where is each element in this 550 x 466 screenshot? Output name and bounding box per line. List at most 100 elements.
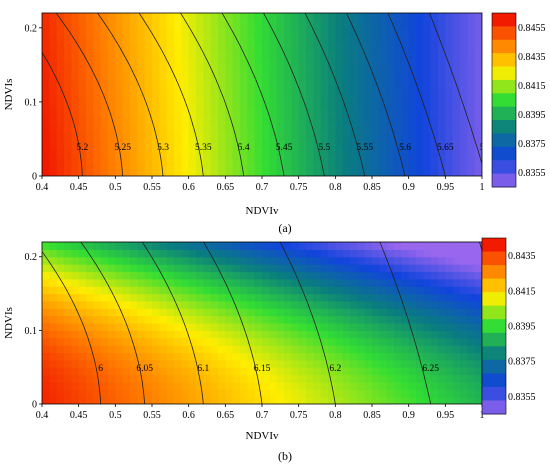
heatmap-cell xyxy=(298,271,307,280)
heatmap-cell xyxy=(137,264,146,273)
heatmap-cell xyxy=(196,27,204,36)
heatmap-cell xyxy=(100,79,109,88)
heatmap-cell xyxy=(328,101,336,110)
heatmap-cell xyxy=(276,57,285,66)
x-tick-label: 0.55 xyxy=(143,182,161,193)
heatmap-cell xyxy=(144,87,153,96)
heatmap-cell xyxy=(203,396,212,404)
heatmap-cell xyxy=(408,389,417,398)
heatmap-cell xyxy=(276,367,285,376)
heatmap-cell xyxy=(152,396,160,404)
heatmap-cell xyxy=(64,64,72,73)
heatmap-cell xyxy=(452,242,461,250)
x-tick-label: 0.6 xyxy=(182,182,195,193)
heatmap-cell xyxy=(93,278,102,287)
heatmap-cell xyxy=(232,381,241,390)
heatmap-cell xyxy=(86,345,94,354)
heatmap-cell xyxy=(372,20,380,29)
heatmap-cell xyxy=(78,367,87,376)
heatmap-cell xyxy=(401,20,410,29)
heatmap-cell xyxy=(115,278,124,287)
heatmap-cell xyxy=(276,308,285,317)
heatmap-cell xyxy=(49,13,58,22)
heatmap-cell xyxy=(86,109,94,118)
heatmap-cell xyxy=(372,381,380,390)
heatmap-cell xyxy=(474,116,482,125)
heatmap-cell xyxy=(174,146,182,155)
heatmap-cell xyxy=(254,35,263,44)
heatmap-cell xyxy=(64,308,72,317)
heatmap-cell xyxy=(203,256,212,265)
heatmap-cell xyxy=(130,50,138,59)
heatmap-cell xyxy=(203,116,212,125)
heatmap-cell xyxy=(152,300,160,309)
heatmap-cell xyxy=(144,94,153,103)
heatmap-cell xyxy=(137,138,146,147)
heatmap-cell xyxy=(122,20,131,29)
heatmap-cell xyxy=(269,264,278,273)
heatmap-cell xyxy=(181,381,190,390)
heatmap-cell xyxy=(291,396,300,404)
heatmap-cell xyxy=(386,138,395,147)
heatmap-cell xyxy=(460,94,468,103)
heatmap-cell xyxy=(247,79,256,88)
heatmap-cell xyxy=(56,64,65,73)
heatmap-cell xyxy=(313,20,322,29)
heatmap-cell xyxy=(130,64,138,73)
heatmap-cell xyxy=(247,87,256,96)
heatmap-cell xyxy=(115,20,124,29)
heatmap-cell xyxy=(379,249,388,258)
heatmap-cell xyxy=(423,367,432,376)
heatmap-cell xyxy=(430,249,439,258)
heatmap-cell xyxy=(394,79,402,88)
heatmap-cell xyxy=(460,352,468,361)
heatmap-cell xyxy=(438,374,446,383)
heatmap-cell xyxy=(276,146,285,155)
heatmap-cell xyxy=(86,308,94,317)
heatmap-cell xyxy=(196,50,204,59)
heatmap-cell xyxy=(408,116,417,125)
heatmap-cell xyxy=(93,396,102,404)
heatmap-cell xyxy=(64,374,72,383)
heatmap-cell xyxy=(408,308,417,317)
heatmap-cell xyxy=(394,264,402,273)
heatmap-cell xyxy=(78,359,87,368)
heatmap-cell xyxy=(122,315,131,324)
heatmap-cell xyxy=(188,124,197,133)
heatmap-cell xyxy=(350,389,358,398)
heatmap-cell xyxy=(262,72,270,81)
heatmap-cell xyxy=(86,94,94,103)
heatmap-cell xyxy=(423,124,432,133)
heatmap-cell xyxy=(196,168,204,176)
heatmap-cell xyxy=(401,359,410,368)
x-tick-label: 0.8 xyxy=(329,182,342,193)
contour-lines: 5.2 5.25 5.3 5.35 5.4 5.45 5.5 5.55 5.6 5.65 5.7 xyxy=(42,13,482,176)
heatmap-cell xyxy=(218,35,226,44)
heatmap-cell xyxy=(137,330,146,339)
heatmap-cell xyxy=(416,72,424,81)
heatmap-cell xyxy=(276,396,285,404)
heatmap-cell xyxy=(342,264,351,273)
heatmap-cell xyxy=(56,79,65,88)
heatmap-cell xyxy=(203,124,212,133)
heatmap-cell xyxy=(467,168,476,176)
heatmap-cell xyxy=(42,345,50,354)
heatmap-cell xyxy=(130,271,138,280)
heatmap-cell xyxy=(372,315,380,324)
heatmap-cell xyxy=(269,138,278,147)
heatmap-cell xyxy=(276,13,285,22)
heatmap-cell xyxy=(49,42,58,51)
heatmap-cell xyxy=(350,242,358,250)
heatmap-cell xyxy=(313,109,322,118)
heatmap-cell xyxy=(232,116,241,125)
heatmap-cell xyxy=(445,278,454,287)
heatmap-cell xyxy=(357,300,366,309)
heatmap-cell xyxy=(460,300,468,309)
heatmap-cell xyxy=(445,161,454,170)
heatmap-cell xyxy=(108,323,116,331)
heatmap-cell xyxy=(342,374,351,383)
heatmap-cell xyxy=(386,168,395,176)
heatmap-cell xyxy=(188,389,197,398)
heatmap-cell xyxy=(452,161,461,170)
